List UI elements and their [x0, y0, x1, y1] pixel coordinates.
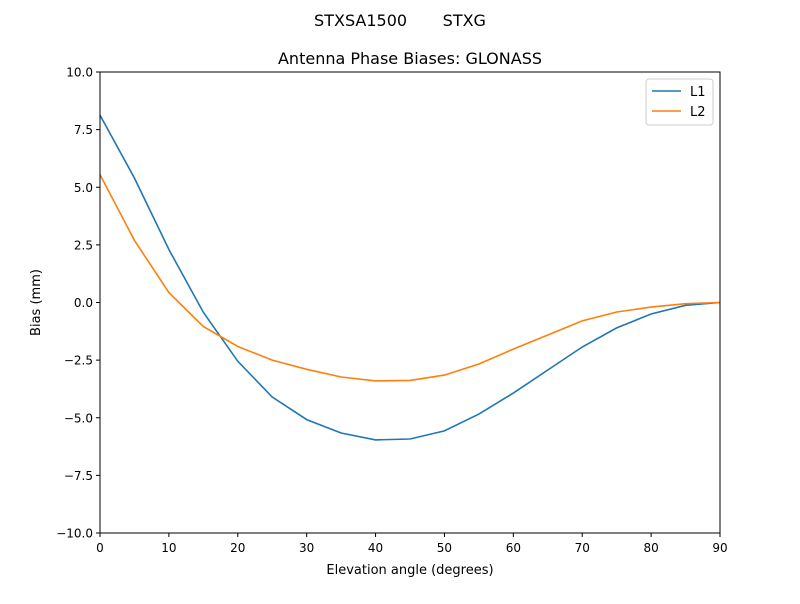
legend-label-l1: L1: [690, 85, 706, 100]
y-tick-label: 2.5: [74, 238, 93, 252]
y-tick-label: 0.0: [74, 296, 93, 310]
legend-label-l2: L2: [690, 105, 706, 120]
plot-area: [99, 114, 721, 441]
chart-suptitle: STXSA1500 STXG: [314, 11, 486, 30]
y-tick-label: 5.0: [74, 181, 93, 195]
x-tick-label: 0: [96, 541, 104, 555]
x-tick-label: 50: [437, 541, 452, 555]
axes-frame: [99, 71, 721, 534]
x-axis-label: Elevation angle (degrees): [326, 563, 493, 578]
y-tick-label: 10.0: [66, 66, 93, 80]
x-tick-label: 60: [506, 541, 521, 555]
y-axis-label: Bias (mm): [29, 269, 44, 336]
series-line-l2: [99, 174, 721, 382]
y-tick-label: −5.0: [64, 411, 93, 425]
y-axis: −10.0 −7.5 −5.0 −2.5 0.0 2.5 5.0 7.5 10.0: [56, 66, 100, 541]
x-tick-label: 30: [299, 541, 314, 555]
x-tick-label: 80: [643, 541, 658, 555]
x-tick-label: 70: [575, 541, 590, 555]
chart-title: Antenna Phase Biases: GLONASS: [278, 49, 542, 68]
series-line-l1: [99, 114, 721, 441]
y-tick-label: −7.5: [64, 469, 93, 483]
x-tick-label: 90: [712, 541, 727, 555]
x-axis: 0 10 20 30 40 50 60 70 80 90: [96, 533, 728, 555]
x-tick-label: 40: [368, 541, 383, 555]
x-tick-label: 10: [161, 541, 176, 555]
y-tick-label: 7.5: [74, 123, 93, 137]
x-tick-label: 20: [230, 541, 245, 555]
y-tick-label: −2.5: [64, 354, 93, 368]
y-tick-label: −10.0: [56, 527, 93, 541]
